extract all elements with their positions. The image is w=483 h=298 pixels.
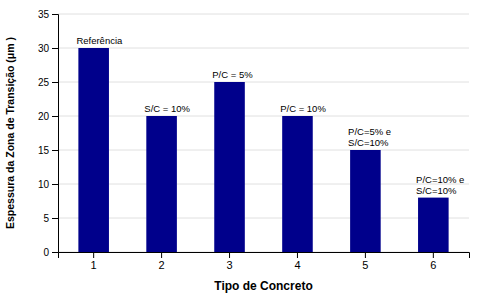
annotation-line: P/C=10% e bbox=[416, 174, 464, 185]
y-tick-label: 15 bbox=[38, 145, 50, 156]
x-tick-mark bbox=[161, 252, 162, 258]
y-tick-mark bbox=[52, 150, 58, 151]
annotation-line: S/C=10% bbox=[348, 137, 389, 148]
annotation: P/C=5% eS/C=10% bbox=[348, 126, 391, 148]
y-tick: 20 bbox=[38, 111, 58, 122]
bar bbox=[78, 48, 109, 252]
annotation-line: Referência bbox=[76, 35, 123, 46]
x-tick: 6 bbox=[430, 252, 436, 271]
y-tick: 0 bbox=[43, 247, 58, 258]
x-tick: 5 bbox=[362, 252, 368, 271]
y-tick-label: 30 bbox=[38, 43, 50, 54]
annotation-line: S/C=10% bbox=[416, 185, 457, 196]
bars bbox=[78, 48, 448, 252]
chart: 1 2 3 4 5 6 0 5 10 15 20 25 30 35 Referência S/C = 10% P… bbox=[0, 0, 483, 298]
annotation: P/C=10% eS/C=10% bbox=[416, 174, 464, 196]
grid bbox=[58, 14, 469, 252]
x-tick-mark bbox=[365, 252, 366, 258]
bar bbox=[214, 82, 245, 252]
x-tick-mark bbox=[297, 252, 298, 258]
x-axis: 1 2 3 4 5 6 bbox=[59, 252, 470, 271]
x-tick: 4 bbox=[294, 252, 300, 271]
annotation-line: S/C = 10% bbox=[144, 103, 190, 114]
annotation-line: P/C = 5% bbox=[212, 69, 253, 80]
annotation-line: P/C=5% e bbox=[348, 126, 391, 137]
x-tick-mark bbox=[93, 252, 94, 258]
bar bbox=[350, 150, 381, 252]
x-axis-title: Tipo de Concreto bbox=[214, 279, 312, 293]
x-tick: 3 bbox=[226, 252, 232, 271]
grid-line bbox=[58, 184, 469, 185]
annotation: Referência bbox=[76, 35, 123, 46]
y-tick-label: 20 bbox=[38, 111, 50, 122]
bar bbox=[282, 116, 313, 252]
grid-line bbox=[58, 14, 469, 15]
x-tick-label: 6 bbox=[430, 259, 436, 271]
annotation-line: P/C = 10% bbox=[280, 103, 326, 114]
y-tick-mark bbox=[52, 184, 58, 185]
y-tick-mark bbox=[52, 82, 58, 83]
grid-line bbox=[58, 116, 469, 117]
x-tick-label: 3 bbox=[226, 259, 232, 271]
annotation: P/C = 5% bbox=[212, 69, 253, 80]
annotation: P/C = 10% bbox=[280, 103, 326, 114]
annotations: Referência S/C = 10% P/C = 5% P/C = 10% P/C=… bbox=[76, 35, 464, 196]
annotation: S/C = 10% bbox=[144, 103, 190, 114]
bar bbox=[418, 198, 449, 252]
y-tick-label: 25 bbox=[38, 77, 50, 88]
x-tick-label: 2 bbox=[159, 259, 165, 271]
y-tick: 30 bbox=[38, 43, 58, 54]
plot: 1 2 3 4 5 6 0 5 10 15 20 25 30 35 Referência S/C = 10% P… bbox=[38, 9, 470, 271]
y-tick-mark bbox=[52, 218, 58, 219]
x-tick-label: 5 bbox=[362, 259, 368, 271]
x-tick-label: 1 bbox=[91, 259, 97, 271]
y-tick-mark bbox=[52, 116, 58, 117]
y-tick-mark bbox=[52, 252, 58, 253]
grid-line bbox=[58, 150, 469, 151]
y-tick-mark bbox=[52, 48, 58, 49]
x-axis-line bbox=[59, 253, 470, 259]
x-tick-label: 4 bbox=[294, 259, 300, 271]
y-tick: 5 bbox=[43, 213, 58, 224]
x-tick: 2 bbox=[159, 252, 165, 271]
y-tick: 15 bbox=[38, 145, 58, 156]
y-tick-label: 5 bbox=[43, 213, 49, 224]
y-axis: 0 5 10 15 20 25 30 35 bbox=[38, 9, 59, 258]
y-axis-line bbox=[52, 15, 59, 253]
y-tick: 35 bbox=[38, 9, 58, 20]
y-tick-mark bbox=[52, 14, 58, 15]
y-tick: 25 bbox=[38, 77, 58, 88]
y-tick-label: 35 bbox=[38, 9, 50, 20]
y-tick-label: 0 bbox=[43, 247, 49, 258]
y-axis-title: Espessura da Zona de Transição (μm ) bbox=[4, 37, 16, 229]
bar bbox=[146, 116, 177, 252]
grid-line bbox=[58, 218, 469, 219]
y-tick: 10 bbox=[38, 179, 58, 190]
y-tick-label: 10 bbox=[38, 179, 50, 190]
grid-line bbox=[58, 82, 469, 83]
x-tick: 1 bbox=[91, 252, 97, 271]
x-tick-mark bbox=[229, 252, 230, 258]
grid-line bbox=[58, 48, 469, 49]
x-tick-mark bbox=[433, 252, 434, 258]
